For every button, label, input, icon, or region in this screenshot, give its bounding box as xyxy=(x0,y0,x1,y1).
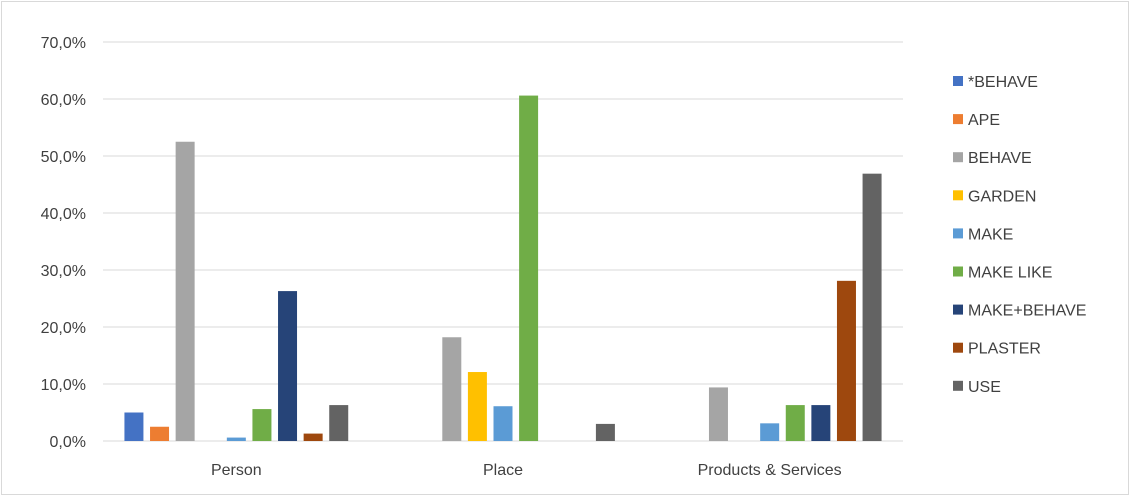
bar--behave-person xyxy=(124,412,144,441)
legend-swatch xyxy=(953,266,963,277)
y-tick-label: 40,0% xyxy=(41,206,86,223)
legend: *BEHAVE APE BEHAVE GARDEN MAKE MAKE LIKE MAKE+… xyxy=(953,74,1086,396)
x-tick-label: Person xyxy=(211,462,262,479)
bar-make-like-place xyxy=(519,95,539,441)
legend-swatch xyxy=(953,380,963,391)
legend-label: PLASTER xyxy=(968,341,1041,358)
bars xyxy=(124,95,882,442)
bar-make-person xyxy=(226,437,246,441)
y-axis-ticks: 0,0% 10,0% 20,0% 30,0% 40,0% 50,0% 60,0% 70,0% xyxy=(41,35,86,451)
legend-label: APE xyxy=(968,112,1000,129)
bar-make-like-products-services xyxy=(785,405,805,441)
bar-plaster-products-services xyxy=(836,280,856,441)
bar-make-products-services xyxy=(760,423,780,441)
bar-behave-place xyxy=(442,337,462,441)
bar-behave-person xyxy=(175,141,195,441)
bar-use-products-services xyxy=(862,173,882,442)
y-tick-label: 0,0% xyxy=(50,434,86,451)
y-tick-label: 60,0% xyxy=(41,92,86,109)
bar-make-place xyxy=(493,406,513,441)
y-tick-label: 20,0% xyxy=(41,320,86,337)
x-axis-ticks: Person Place Products & Services xyxy=(211,462,842,479)
legend-swatch xyxy=(953,190,963,201)
legend-label: BEHAVE xyxy=(968,150,1032,167)
bar-make-behave-products-services xyxy=(811,405,831,441)
bar-garden-place xyxy=(467,372,487,441)
legend-swatch xyxy=(953,228,963,239)
bar-use-person xyxy=(329,405,349,441)
bar-plaster-person xyxy=(303,433,323,441)
bar-make-like-person xyxy=(252,409,272,441)
legend-label: USE xyxy=(968,379,1001,396)
bar-use-place xyxy=(595,423,615,441)
legend-label: MAKE LIKE xyxy=(968,265,1052,282)
y-tick-label: 50,0% xyxy=(41,149,86,166)
legend-label: MAKE+BEHAVE xyxy=(968,303,1086,320)
legend-label: GARDEN xyxy=(968,188,1036,205)
x-tick-label: Products & Services xyxy=(698,462,842,479)
legend-swatch xyxy=(953,342,963,353)
bar-behave-products-services xyxy=(708,387,728,441)
legend-swatch xyxy=(953,304,963,315)
y-tick-label: 30,0% xyxy=(41,263,86,280)
legend-swatch xyxy=(953,152,963,163)
legend-swatch xyxy=(953,76,963,86)
legend-label: *BEHAVE xyxy=(968,74,1038,91)
gridlines xyxy=(103,41,903,442)
legend-label: MAKE xyxy=(968,226,1013,243)
bar-make-behave-person xyxy=(278,291,298,441)
y-tick-label: 70,0% xyxy=(41,35,86,52)
bar-ape-person xyxy=(150,426,170,441)
x-tick-label: Place xyxy=(483,462,523,479)
y-tick-label: 10,0% xyxy=(41,377,86,394)
legend-swatch xyxy=(953,114,963,125)
